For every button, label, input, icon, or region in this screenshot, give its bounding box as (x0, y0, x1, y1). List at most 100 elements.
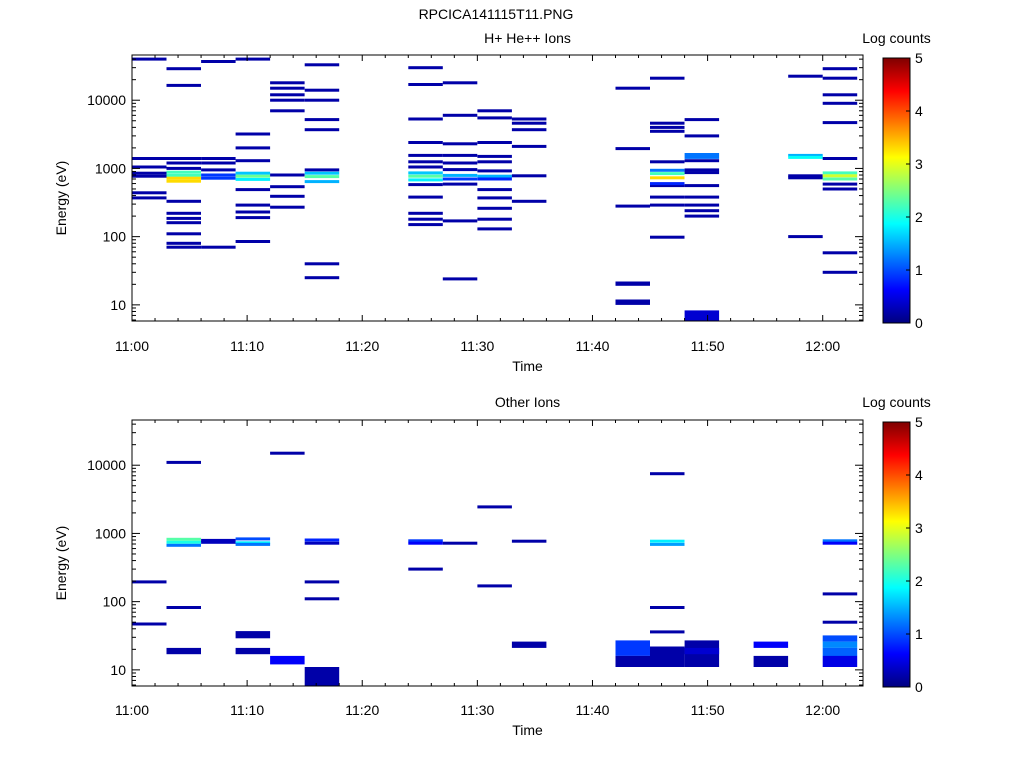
heatmap-cell (166, 460, 201, 464)
x-tick-label: 11:10 (230, 338, 264, 354)
heatmap-cell (822, 541, 858, 545)
heatmap-cell (511, 174, 547, 178)
heatmap-cell (684, 171, 720, 175)
x-axis-label: Time (512, 722, 543, 738)
heatmap-cell (408, 195, 443, 199)
x-tick-label: 11:20 (345, 338, 379, 354)
heatmap-cell (650, 184, 685, 188)
heatmap-cell (166, 170, 201, 174)
heatmap-cell (235, 171, 271, 175)
heatmap-cell (408, 539, 443, 543)
heatmap-cell (650, 203, 685, 207)
heatmap-cell (408, 223, 443, 227)
heatmap-cell (822, 121, 858, 125)
colorbar (882, 421, 911, 688)
heatmap-cell (304, 88, 340, 92)
heatmap-cell (477, 206, 512, 210)
panel-title: Other Ions (495, 394, 560, 410)
heatmap-cell (822, 620, 858, 624)
figure-title: RPCICA141115T11.PNG (419, 6, 574, 22)
heatmap-cell (442, 277, 478, 281)
x-tick-label: 11:40 (575, 338, 609, 354)
heatmap-cell (684, 153, 720, 156)
heatmap-cell (442, 113, 478, 117)
heatmap-cell (615, 204, 650, 208)
heatmap-cell (132, 165, 167, 169)
heatmap-cell (650, 125, 685, 129)
heatmap-cell (615, 640, 650, 656)
heatmap-cell (304, 262, 340, 266)
heatmap-cell (235, 216, 271, 220)
heatmap-cell (235, 132, 271, 136)
heatmap-cell (201, 168, 236, 172)
heatmap-cell (408, 217, 443, 221)
heatmap-cell (166, 241, 201, 245)
heatmap-cell (684, 159, 720, 163)
heatmap-cell (166, 166, 201, 170)
heatmap-cell (304, 171, 340, 175)
heatmap-cell (201, 245, 236, 249)
heatmap-cell (304, 128, 340, 132)
heatmap-cell (650, 168, 685, 172)
heatmap-cell (235, 146, 271, 150)
heatmap-cell (132, 174, 167, 178)
heatmap-cell (201, 173, 236, 177)
heatmap-cell (235, 647, 271, 655)
heatmap-cell (442, 168, 478, 172)
heatmap-cell (166, 647, 201, 655)
heatmap-cell (684, 168, 720, 172)
heatmap-cell (788, 176, 823, 180)
heatmap-cell (201, 157, 236, 160)
heatmap-cell (201, 161, 236, 165)
heatmap-cell (166, 221, 201, 225)
heatmap-cell (408, 211, 443, 215)
heatmap-cell (270, 93, 305, 97)
colorbar-label: Log counts (862, 30, 931, 46)
colorbar-label: Log counts (862, 394, 931, 410)
x-tick-label: 11:50 (691, 702, 725, 718)
heatmap-cell (304, 175, 340, 179)
x-tick-label: 12:00 (805, 702, 840, 718)
heatmap-cell (235, 210, 271, 214)
heatmap-cell (201, 538, 236, 542)
heatmap-cell (270, 194, 305, 198)
heatmap-cell (650, 472, 685, 476)
panel-title: H+ He++ Ions (484, 30, 571, 46)
colorbar-tick-label: 1 (915, 626, 923, 642)
heatmap-cell (511, 539, 547, 543)
heatmap-cell (166, 232, 201, 236)
heatmap-cell (408, 153, 443, 157)
heatmap-cell (822, 655, 858, 667)
heatmap-cell (408, 541, 443, 545)
y-axis-label: Energy (eV) (53, 526, 69, 601)
heatmap-cell (442, 142, 478, 146)
x-tick-label: 11:10 (230, 702, 264, 718)
x-tick-label: 11:40 (575, 702, 609, 718)
heatmap-cell (166, 211, 201, 215)
heatmap-cell (650, 76, 685, 80)
y-tick-label: 10 (110, 297, 126, 313)
heatmap-cell (166, 543, 201, 547)
heatmap-cell (408, 178, 443, 182)
x-tick-label: 12:00 (805, 338, 840, 354)
heatmap-cell (822, 270, 858, 274)
x-tick-label: 11:00 (115, 702, 149, 718)
colorbar-tick-label: 4 (915, 103, 923, 119)
heatmap-cell (684, 310, 720, 321)
heatmap-cell (511, 117, 547, 121)
x-tick-label: 11:00 (115, 338, 149, 354)
y-tick-label: 10000 (87, 457, 126, 473)
heatmap-cell (132, 622, 167, 626)
y-tick-label: 100 (103, 229, 127, 245)
heatmap-cell (822, 67, 858, 71)
heatmap-cell (477, 116, 512, 120)
y-tick-label: 100 (103, 594, 127, 610)
colorbar-tick-label: 1 (915, 262, 923, 278)
heatmap-cell (684, 155, 720, 159)
heatmap-cells (132, 451, 858, 686)
heatmap-cell (650, 235, 685, 239)
heatmap-cell (822, 647, 858, 656)
heatmap-cell (166, 161, 201, 165)
y-tick-label: 10000 (87, 92, 126, 108)
colorbar-tick-label: 5 (915, 50, 923, 66)
